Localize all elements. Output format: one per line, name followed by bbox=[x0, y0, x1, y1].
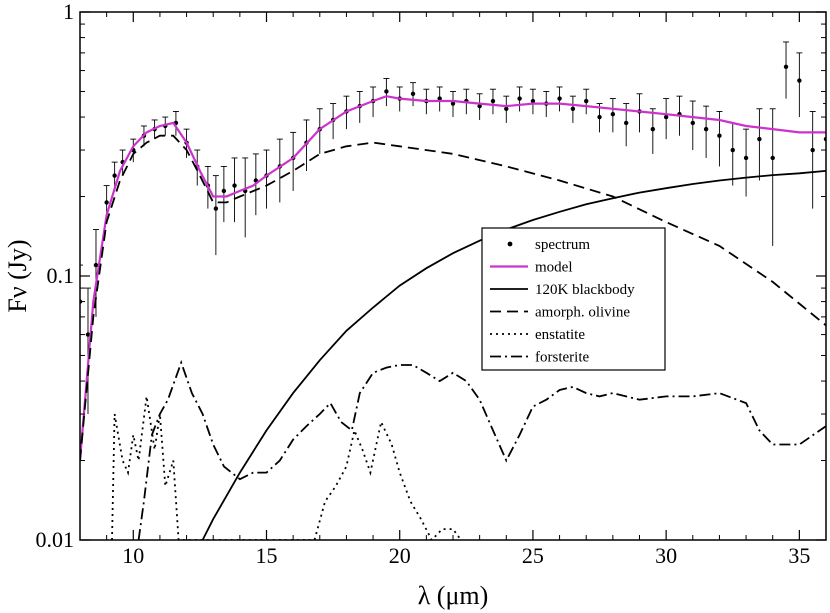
spectrum-point bbox=[104, 200, 109, 205]
spectrum-point bbox=[663, 114, 669, 120]
y-axis-title: Fν (Jy) bbox=[3, 239, 32, 312]
spectrum-point bbox=[517, 96, 522, 101]
series-enstatite bbox=[111, 396, 462, 540]
spectrum-point bbox=[504, 106, 509, 111]
legend-label-forsterite: forsterite bbox=[535, 350, 589, 366]
spectrum-point bbox=[690, 120, 695, 126]
spectrum-point bbox=[650, 126, 656, 132]
spectrum-point bbox=[557, 96, 562, 101]
series-model bbox=[80, 95, 826, 461]
x-tick-label: 20 bbox=[389, 543, 411, 568]
spectrum-point bbox=[810, 147, 815, 153]
spectrum-point bbox=[770, 155, 775, 161]
spectrum-point bbox=[232, 183, 237, 188]
spectrum-point bbox=[610, 112, 616, 117]
series-line bbox=[137, 359, 826, 540]
spectrum-point bbox=[437, 96, 442, 101]
legend: spectrum model 120K blackbody amorph. olivi… bbox=[481, 227, 666, 371]
spectrum-point bbox=[477, 103, 482, 109]
spectrum-point bbox=[221, 188, 227, 194]
legend-box bbox=[481, 227, 666, 371]
x-tick-label: 15 bbox=[256, 543, 278, 568]
spectrum-point bbox=[410, 91, 416, 96]
y-tick-label: 1 bbox=[63, 0, 74, 24]
series-line bbox=[80, 134, 826, 461]
series-amorph-olivine bbox=[80, 134, 826, 461]
legend-label-spectrum: spectrum bbox=[535, 237, 590, 253]
spectrum-point bbox=[450, 101, 456, 106]
x-tick-label: 35 bbox=[788, 543, 810, 568]
series-forsterite bbox=[137, 359, 826, 540]
spectrum-point bbox=[112, 173, 117, 178]
x-axis-title: λ (μm) bbox=[418, 581, 489, 610]
spectrum-point bbox=[490, 98, 496, 104]
spectrum-point bbox=[93, 262, 99, 268]
spectrum-point bbox=[730, 147, 735, 153]
y-tick-label: 0.01 bbox=[36, 527, 75, 552]
spectrum-point bbox=[597, 114, 602, 120]
series-layer bbox=[80, 41, 826, 540]
legend-label-model: model bbox=[535, 260, 573, 276]
legend-label-amorph-olivine: amorph. olivine bbox=[535, 305, 630, 321]
spectrum-point bbox=[85, 332, 91, 337]
spectrum-point bbox=[384, 89, 389, 94]
tick-layer: 10 15 20 25 30 35 0.01 0.1 1 bbox=[36, 0, 827, 568]
legend-label-enstatite: enstatite bbox=[535, 327, 585, 343]
spectrum-point bbox=[757, 136, 762, 142]
x-tick-label: 25 bbox=[522, 543, 544, 568]
spectrum-point bbox=[623, 120, 629, 126]
spectrum-point bbox=[743, 155, 749, 161]
spectrum-point bbox=[797, 78, 802, 83]
series-line bbox=[111, 396, 462, 540]
spectrum-point bbox=[530, 98, 536, 104]
spectrum-point bbox=[717, 133, 722, 138]
series-line bbox=[80, 95, 826, 461]
y-tick-label: 0.1 bbox=[47, 263, 75, 288]
spectrum-point bbox=[213, 206, 219, 211]
spectrum-point bbox=[703, 126, 709, 132]
x-tick-label: 10 bbox=[122, 543, 144, 568]
x-tick-label: 30 bbox=[655, 543, 677, 568]
spectrum-point bbox=[570, 106, 576, 111]
spectrum-point bbox=[584, 98, 589, 104]
spectrum-point bbox=[783, 64, 789, 70]
legend-swatch-spectrum bbox=[507, 241, 513, 247]
legend-label-120k-blackbody: 120K blackbody bbox=[535, 282, 635, 298]
